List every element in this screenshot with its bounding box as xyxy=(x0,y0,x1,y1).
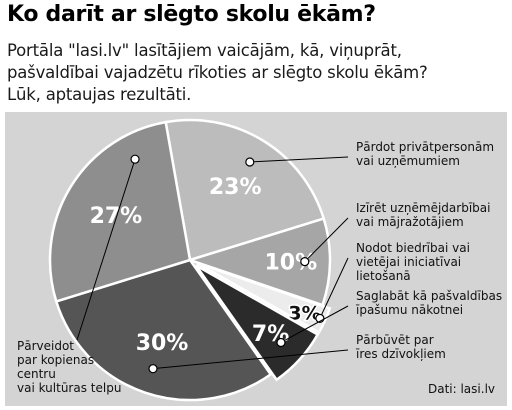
slice-category-label: Izīrēt uzņēmējdarbībai vai mājražotājiem xyxy=(356,201,490,229)
slice-category-label: Pārveidot par kopienas centru vai kultūras … xyxy=(17,339,121,395)
subtitle-line: Portāla "lasi.lv" lasītājiem vaicājām, k… xyxy=(7,41,402,60)
slice-category-label: Nodot biedrībai vai vietējai iniciatīvai l… xyxy=(356,241,470,283)
leader-dot xyxy=(300,257,310,267)
slice-value-label: 10% xyxy=(264,250,317,275)
page-subtitle: Portāla "lasi.lv" lasītājiem vaicājām, k… xyxy=(7,40,507,106)
pie-slice xyxy=(164,118,326,262)
leader-line xyxy=(319,257,349,319)
source-note: Dati: lasi.lv xyxy=(427,382,495,396)
slice-value-label: 3% xyxy=(288,302,320,324)
leader-dot xyxy=(130,154,140,164)
slice-value-label: 30% xyxy=(136,331,189,356)
slice-category-label: Pārdot privātpersonām vai uzņēmumiem xyxy=(356,140,494,168)
slice-category-label: Pārbūvēt par īres dzīvokļiem xyxy=(355,333,446,361)
subtitle-line: Lūk, aptaujas rezultāti. xyxy=(7,85,192,104)
pie-slice xyxy=(194,264,320,382)
leader-line xyxy=(152,349,349,370)
slice-category-label: Saglabāt kā pašvaldības īpašumu nākotnei xyxy=(355,289,502,317)
leader-line xyxy=(304,217,349,262)
pie-chart: 23% Pārdot privātpersonām vai uzņēmumiem 10… xyxy=(17,118,502,402)
chart-panel: 23% Pārdot privātpersonām vai uzņēmumiem 10… xyxy=(5,112,507,406)
leader-dot xyxy=(276,337,286,348)
pie-slice xyxy=(54,258,273,402)
pie-slice xyxy=(185,217,332,307)
subtitle-line: pašvaldībai vajadzētu rīkoties ar slēgto… xyxy=(7,63,428,82)
pie-slice xyxy=(196,262,332,335)
pie-slice xyxy=(48,120,192,303)
page-title: Ko darīt ar slēgto skolu ēkām? xyxy=(7,2,376,27)
slice-value-label: 23% xyxy=(209,175,262,200)
leader-dot xyxy=(148,364,158,374)
leader-dot xyxy=(245,157,255,167)
leader-line xyxy=(249,156,349,163)
leader-line xyxy=(76,159,136,341)
slice-value-label: 27% xyxy=(90,204,143,229)
leader-line xyxy=(280,305,349,343)
